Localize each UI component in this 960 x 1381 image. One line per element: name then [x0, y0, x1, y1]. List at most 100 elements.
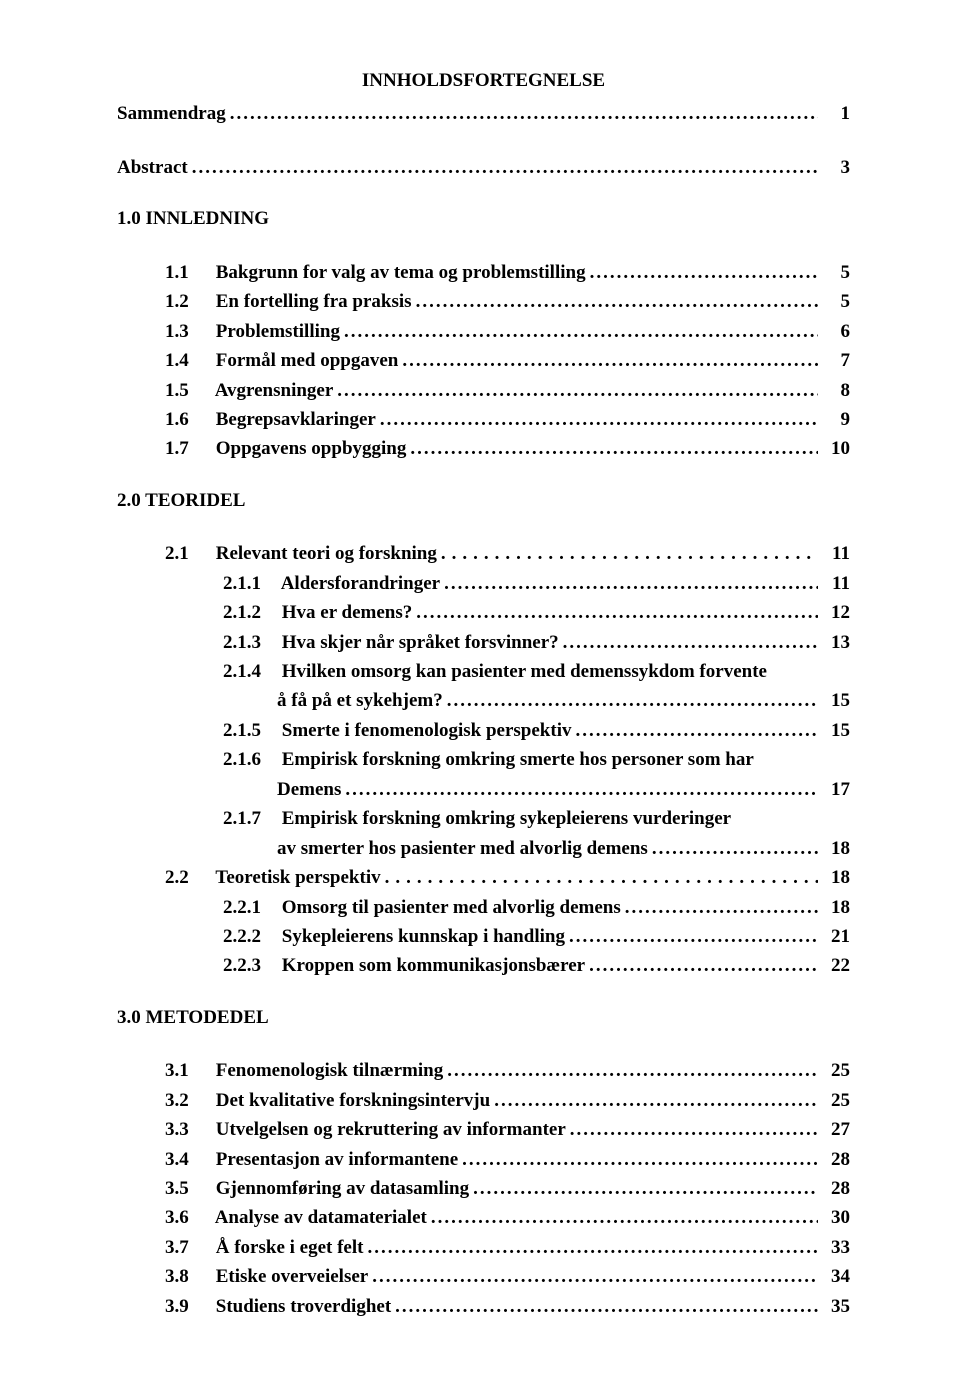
toc-label: 2.1.5 Smerte i fenomenologisk perspektiv [223, 716, 571, 745]
leader-dots [590, 258, 818, 287]
toc-label: 1.1 Bakgrunn for valg av tema og problem… [165, 258, 586, 287]
toc-number: 1.7 [165, 434, 211, 463]
toc-number: 1.2 [165, 287, 211, 316]
toc-number: 2.1.6 [223, 745, 277, 774]
toc-label: å få på et sykehjem? [277, 686, 443, 715]
toc-entry: 3.5 Gjennomføring av datasamling28 [117, 1174, 850, 1203]
chapter-3-list: 3.1 Fenomenologisk tilnærming 25 3.2 Det k… [117, 1056, 850, 1321]
toc-label: Demens [277, 775, 341, 804]
toc-entry-abstract: Abstract 3 [117, 153, 850, 182]
toc-label: 1.4 Formål med oppgaven [165, 346, 398, 375]
toc-entry: Demens 17 [117, 775, 850, 804]
toc-entry: 3.4 Presentasjon av informantene28 [117, 1145, 850, 1174]
toc-page: 5 [822, 287, 850, 316]
toc-number: 1.6 [165, 405, 211, 434]
toc-page: 18 [822, 863, 850, 892]
toc-entry: 3.3 Utvelgelsen og rekruttering av infor… [117, 1115, 850, 1144]
toc-entry-sammendrag: Sammendrag 1 [117, 99, 850, 128]
toc-label: av smerter hos pasienter med alvorlig de… [277, 834, 648, 863]
leader-dots [410, 434, 818, 463]
toc-entry: 2.1.3 Hva skjer når språket forsvinner?1… [117, 628, 850, 657]
toc-entry: 3.6 Analyse av datamaterialet 30 [117, 1203, 850, 1232]
toc-number: 3.4 [165, 1145, 211, 1174]
leader-dots [372, 1262, 818, 1291]
toc-entry: 3.9 Studiens troverdighet35 [117, 1292, 850, 1321]
toc-label: 2.2.3 Kroppen som kommunikasjonsbærer [223, 951, 585, 980]
toc-number: 1.3 [165, 317, 211, 346]
chapter-head-1: 1.0 INNLEDNING [117, 204, 850, 233]
leader-dots [367, 1233, 818, 1262]
toc-label: 2.1 Relevant teori og forskning [165, 539, 437, 568]
toc-number: 1.1 [165, 258, 211, 287]
toc-label: 2.2.2 Sykepleierens kunnskap i handling [223, 922, 565, 951]
toc-page: 34 [822, 1262, 850, 1291]
leader-dots [192, 153, 818, 182]
toc-entry: 2.1.6 Empirisk forskning omkring smerte … [117, 745, 850, 774]
toc-number: 3.5 [165, 1174, 211, 1203]
leader-dots [385, 863, 818, 892]
toc-entry: 2.2.2 Sykepleierens kunnskap i handling2… [117, 922, 850, 951]
toc-page: 25 [822, 1086, 850, 1115]
toc-number: 3.8 [165, 1262, 211, 1291]
toc-page: 30 [822, 1203, 850, 1232]
leader-dots [494, 1086, 818, 1115]
leader-dots [395, 1292, 818, 1321]
toc-number: 2.1.4 [223, 657, 277, 686]
leader-dots [569, 922, 818, 951]
toc-entry: 2.2.3 Kroppen som kommunikasjonsbærer22 [117, 951, 850, 980]
leader-dots [380, 405, 818, 434]
leader-dots [563, 628, 818, 657]
toc-page: 11 [822, 539, 850, 568]
leader-dots [589, 951, 818, 980]
leader-dots [344, 317, 818, 346]
toc-label: 2.1.4 Hvilken omsorg kan pasienter med d… [223, 657, 767, 686]
toc-number: 3.1 [165, 1056, 211, 1085]
toc-entry: av smerter hos pasienter med alvorlig de… [117, 834, 850, 863]
toc-number: 2.2 [165, 863, 211, 892]
toc-label: 3.2 Det kvalitative forskningsintervju [165, 1086, 490, 1115]
toc-entry: 2.2 Teoretisk perspektiv 18 [117, 863, 850, 892]
toc-entry: 1.1 Bakgrunn for valg av tema og problem… [117, 258, 850, 287]
toc-page: 5 [822, 258, 850, 287]
toc-label: 2.1.7 Empirisk forskning omkring sykeple… [223, 804, 731, 833]
toc-label: 2.1.6 Empirisk forskning omkring smerte … [223, 745, 754, 774]
leader-dots [473, 1174, 818, 1203]
leader-dots [447, 686, 818, 715]
toc-label: 2.2 Teoretisk perspektiv [165, 863, 381, 892]
toc-label: Sammendrag [117, 99, 226, 128]
leader-dots [462, 1145, 818, 1174]
toc-number: 1.4 [165, 346, 211, 375]
toc-number: 2.1.5 [223, 716, 277, 745]
toc-label: 3.3 Utvelgelsen og rekruttering av infor… [165, 1115, 566, 1144]
toc-label: 3.5 Gjennomføring av datasamling [165, 1174, 469, 1203]
toc-entry: 2.1.5 Smerte i fenomenologisk perspektiv… [117, 716, 850, 745]
toc-label: 2.1.2 Hva er demens? [223, 598, 412, 627]
toc-label: 2.2.1 Omsorg til pasienter med alvorlig … [223, 893, 621, 922]
toc-entry: 1.7 Oppgavens oppbygging10 [117, 434, 850, 463]
toc-number: 2.2.3 [223, 951, 277, 980]
toc-entry: 1.5 Avgrensninger8 [117, 376, 850, 405]
toc-page: 17 [822, 775, 850, 804]
leader-dots [444, 569, 818, 598]
toc-page: 11 [822, 569, 850, 598]
toc-page: 25 [822, 1056, 850, 1085]
toc-label: Abstract [117, 153, 188, 182]
toc-label: 1.3 Problemstilling [165, 317, 340, 346]
toc-page: 10 [822, 434, 850, 463]
leader-dots [441, 539, 818, 568]
toc-entry: 2.1.1 Aldersforandringer11 [117, 569, 850, 598]
toc-page: 13 [822, 628, 850, 657]
toc-number: 1.5 [165, 376, 211, 405]
chapter-2-list: 2.1 Relevant teori og forskning 112.1.1 A… [117, 539, 850, 981]
toc-entry: 2.2.1 Omsorg til pasienter med alvorlig … [117, 893, 850, 922]
leader-dots [416, 287, 818, 316]
leader-dots [345, 775, 818, 804]
toc-number: 3.9 [165, 1292, 211, 1321]
leader-dots [416, 598, 818, 627]
toc-number: 2.1 [165, 539, 211, 568]
toc-page: 35 [822, 1292, 850, 1321]
toc-label: 3.8 Etiske overveielser [165, 1262, 368, 1291]
toc-label: 3.6 Analyse av datamaterialet [165, 1203, 427, 1232]
toc-label: 3.1 Fenomenologisk tilnærming [165, 1056, 443, 1085]
toc-entry: 2.1.7 Empirisk forskning omkring sykeple… [117, 804, 850, 833]
